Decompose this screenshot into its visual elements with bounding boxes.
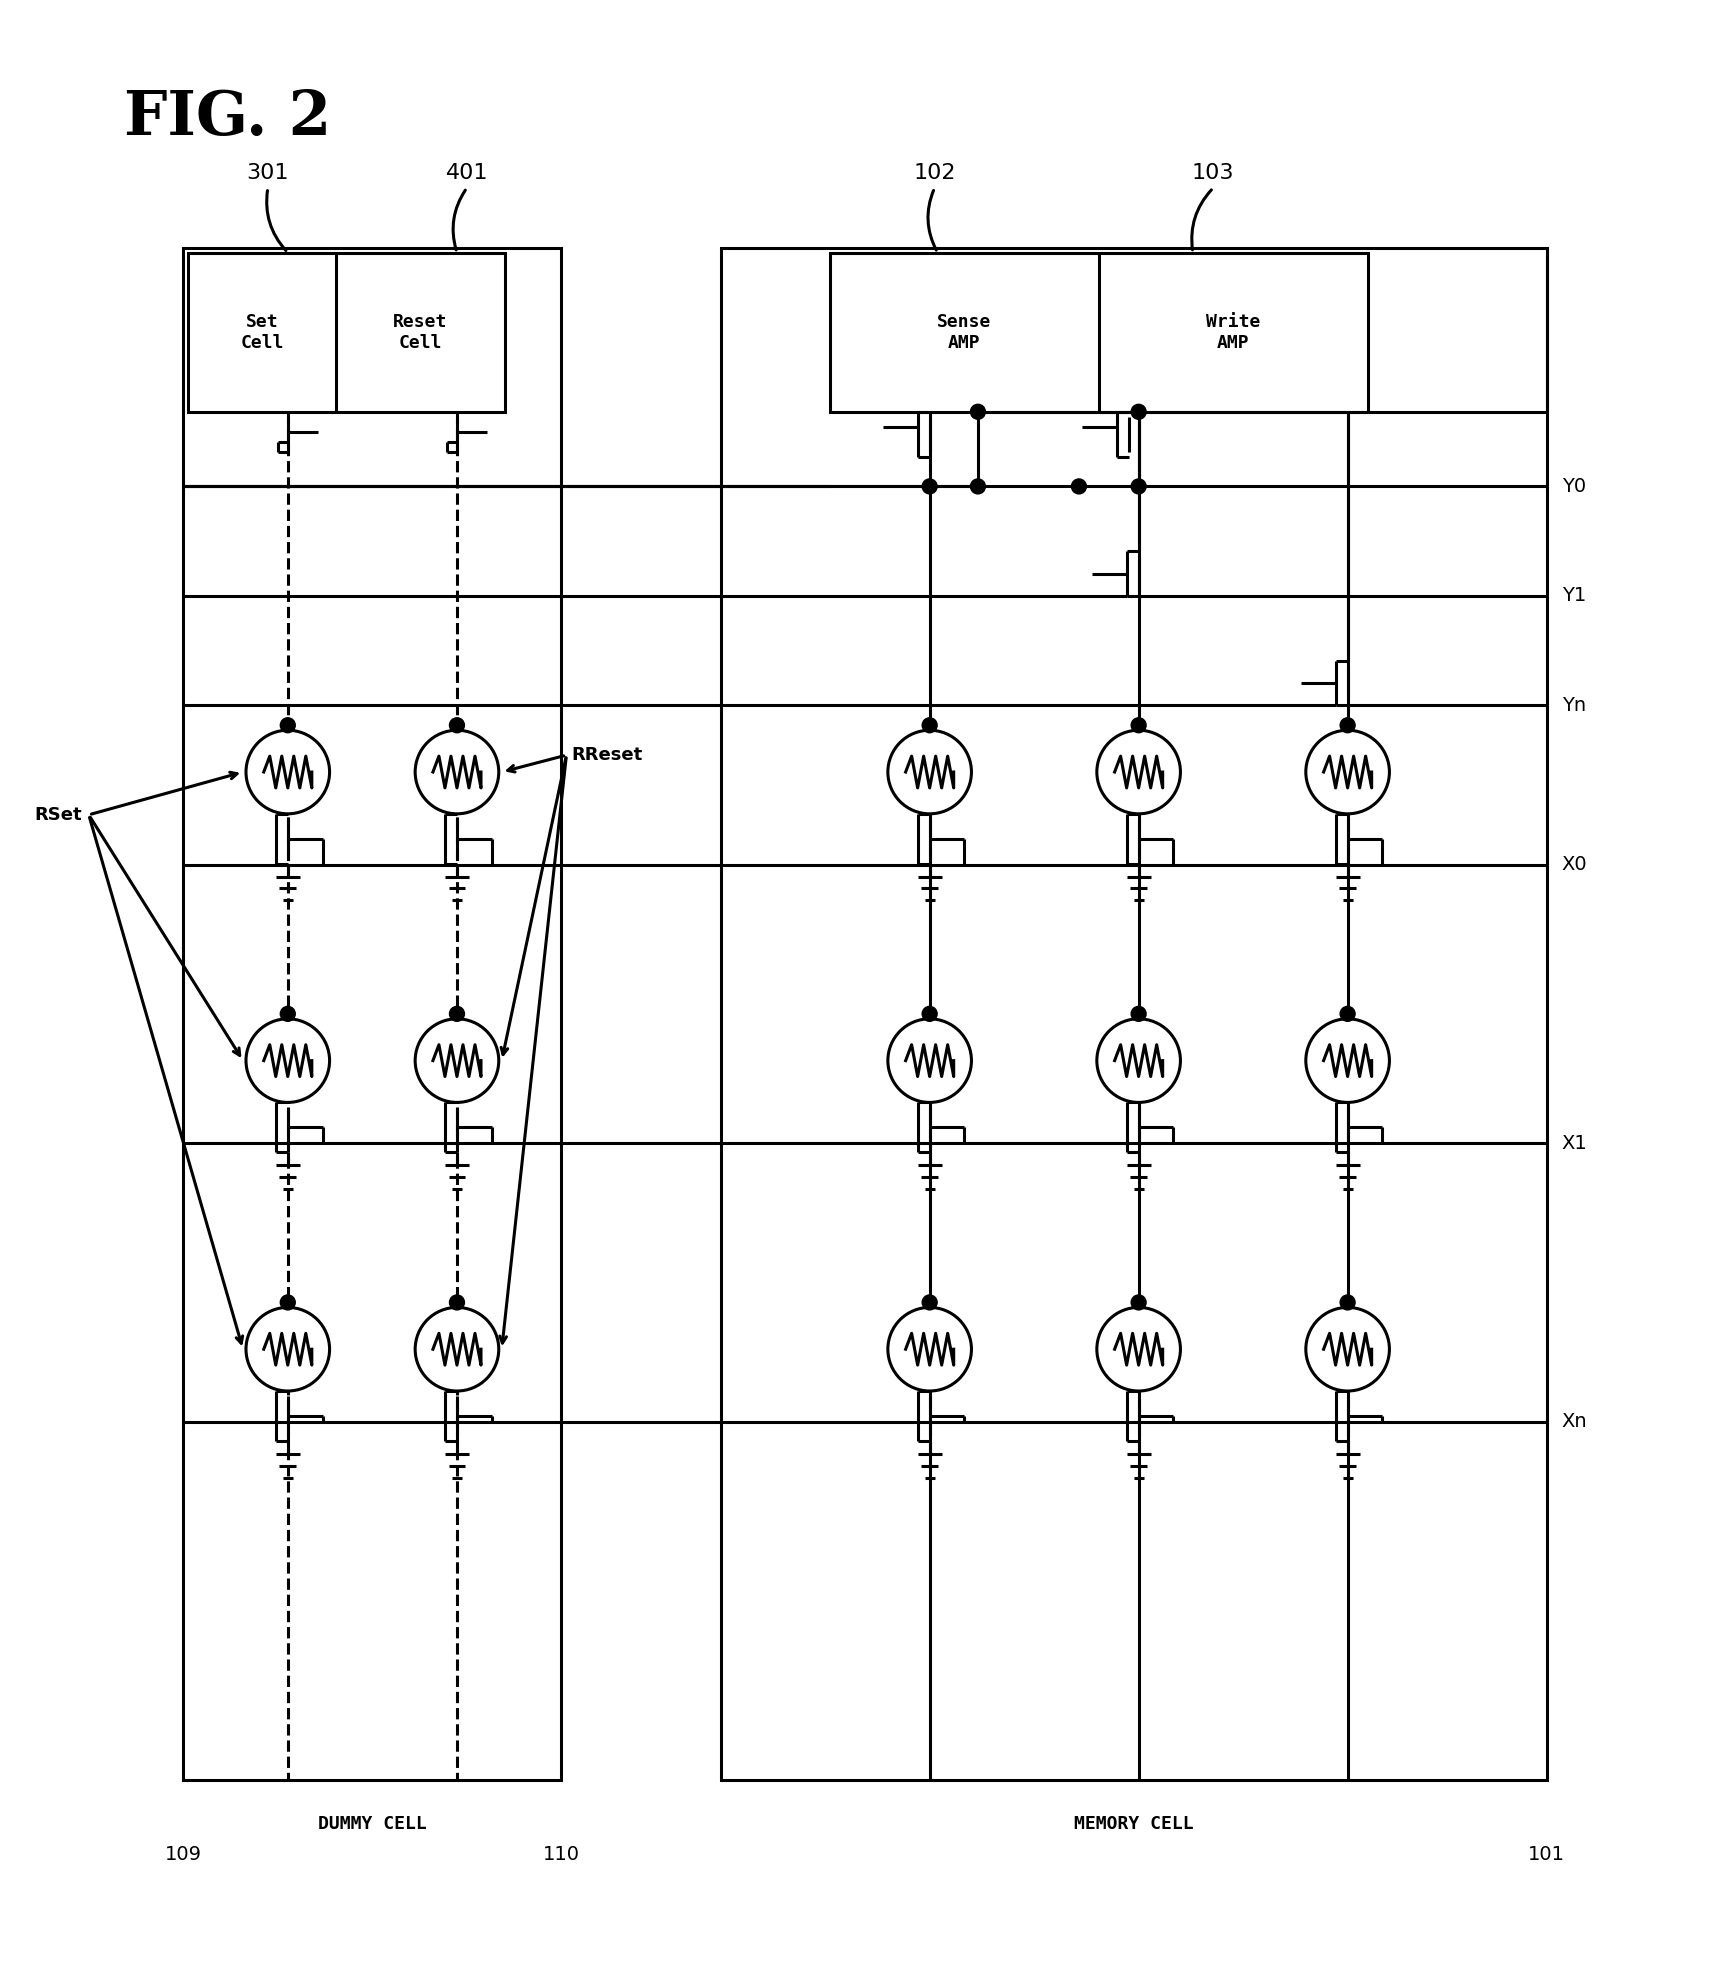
Text: X0: X0 <box>1562 854 1587 874</box>
Circle shape <box>1130 405 1146 418</box>
Circle shape <box>1072 479 1086 493</box>
Text: Set
Cell: Set Cell <box>241 312 283 352</box>
Text: 301: 301 <box>247 163 289 183</box>
Circle shape <box>450 717 464 733</box>
Circle shape <box>1306 1019 1390 1102</box>
Circle shape <box>923 717 936 733</box>
FancyArrowPatch shape <box>928 191 936 249</box>
Circle shape <box>971 405 986 418</box>
Circle shape <box>1130 479 1146 493</box>
Bar <box>184 247 562 1779</box>
Text: X1: X1 <box>1562 1133 1587 1153</box>
Circle shape <box>450 1006 464 1021</box>
FancyArrowPatch shape <box>454 191 466 249</box>
Circle shape <box>888 731 971 813</box>
Text: 401: 401 <box>445 163 488 183</box>
Text: 103: 103 <box>1192 163 1235 183</box>
Circle shape <box>416 1019 498 1102</box>
Circle shape <box>450 1294 464 1310</box>
Text: 102: 102 <box>914 163 955 183</box>
Circle shape <box>1306 731 1390 813</box>
Text: 110: 110 <box>543 1844 581 1864</box>
Circle shape <box>1306 1308 1390 1391</box>
Text: Reset
Cell: Reset Cell <box>393 312 447 352</box>
Bar <box>189 253 505 412</box>
Text: 101: 101 <box>1527 1844 1565 1864</box>
Circle shape <box>1130 1006 1146 1021</box>
Circle shape <box>1130 717 1146 733</box>
Circle shape <box>888 1308 971 1391</box>
FancyArrowPatch shape <box>1192 191 1211 249</box>
Text: Xn: Xn <box>1562 1412 1587 1432</box>
Circle shape <box>1096 731 1180 813</box>
Circle shape <box>923 479 936 493</box>
Text: FIG. 2: FIG. 2 <box>124 88 332 149</box>
Text: Y1: Y1 <box>1562 587 1586 605</box>
Circle shape <box>1340 1294 1356 1310</box>
Text: Yn: Yn <box>1562 695 1586 715</box>
Circle shape <box>923 1006 936 1021</box>
Circle shape <box>1096 1019 1180 1102</box>
Bar <box>830 253 1368 412</box>
Text: Y0: Y0 <box>1562 477 1586 497</box>
Circle shape <box>246 1019 330 1102</box>
Text: Sense
AMP: Sense AMP <box>938 312 991 352</box>
Circle shape <box>1340 717 1356 733</box>
Text: MEMORY CELL: MEMORY CELL <box>1074 1815 1194 1832</box>
Circle shape <box>416 1308 498 1391</box>
Circle shape <box>280 717 295 733</box>
Circle shape <box>416 731 498 813</box>
Text: 109: 109 <box>165 1844 201 1864</box>
Bar <box>720 247 1546 1779</box>
Circle shape <box>1130 1294 1146 1310</box>
Circle shape <box>888 1019 971 1102</box>
Circle shape <box>280 1294 295 1310</box>
Text: RReset: RReset <box>572 746 643 764</box>
Circle shape <box>1096 1308 1180 1391</box>
Circle shape <box>923 1294 936 1310</box>
Text: Write
AMP: Write AMP <box>1206 312 1261 352</box>
Circle shape <box>971 479 986 493</box>
Circle shape <box>246 1308 330 1391</box>
Circle shape <box>1340 1006 1356 1021</box>
Circle shape <box>246 731 330 813</box>
Circle shape <box>280 1006 295 1021</box>
FancyArrowPatch shape <box>266 191 285 251</box>
Text: DUMMY CELL: DUMMY CELL <box>318 1815 426 1832</box>
Text: RSet: RSet <box>34 805 82 823</box>
